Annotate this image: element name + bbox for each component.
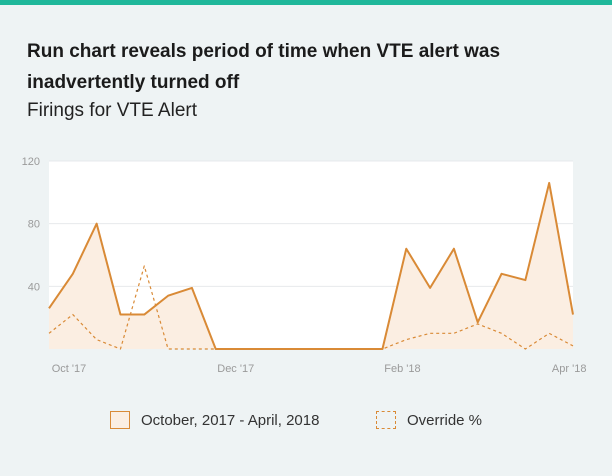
legend-label-override: Override % <box>407 411 483 429</box>
chart-legend: October, 2017 - April, 2018 Override % <box>0 411 612 433</box>
main-series-line <box>48 181 574 350</box>
x-tick-label: Oct '17 <box>52 363 87 375</box>
legend-swatch-override <box>376 411 396 429</box>
y-tick-label: 120 <box>22 156 40 168</box>
y-tick-label: 80 <box>28 219 40 231</box>
x-tick-label: Apr '18 <box>552 363 587 375</box>
x-tick-label: Dec '17 <box>217 363 254 375</box>
accent-top-bar <box>0 0 612 5</box>
chart-subtitle: Firings for VTE Alert <box>27 100 197 121</box>
x-tick-label: Feb '18 <box>384 363 420 375</box>
legend-item-main[interactable]: October, 2017 - April, 2018 <box>110 411 319 429</box>
legend-item-override[interactable]: Override % <box>376 411 482 429</box>
legend-swatch-main <box>110 411 130 429</box>
chart-headline: Run chart reveals period of time when VT… <box>27 41 501 93</box>
main-series-area <box>49 182 573 349</box>
legend-label-main: October, 2017 - April, 2018 <box>141 411 320 429</box>
y-tick-label: 40 <box>28 281 40 293</box>
run-chart: 40 80 120 Oct '17 Dec '17 Feb '18 Apr '18 <box>22 156 587 375</box>
